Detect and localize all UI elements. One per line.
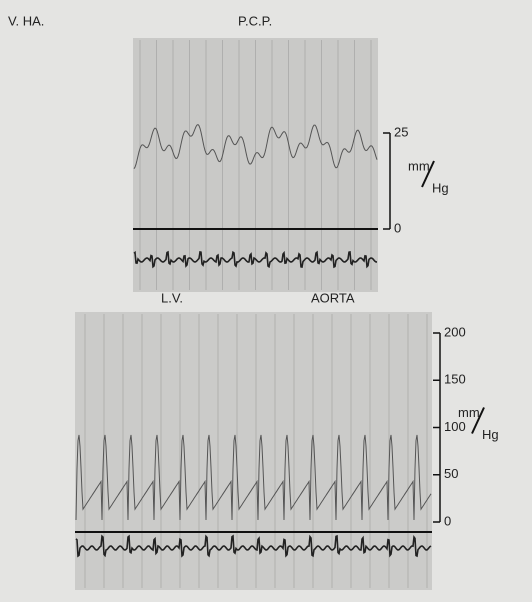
- unit-top: mm: [458, 405, 480, 420]
- bottom-panel: [75, 312, 432, 590]
- trace-label: L.V.: [161, 290, 183, 305]
- scale-label: 0: [394, 220, 401, 235]
- scale-label: 0: [444, 513, 451, 528]
- scale-label: 50: [444, 466, 458, 481]
- unit-bottom: Hg: [482, 427, 499, 442]
- trace-label: AORTA: [311, 290, 355, 305]
- scale-label: 150: [444, 372, 466, 387]
- scale-label: 100: [444, 419, 466, 434]
- subject-label: V. HA.: [8, 13, 44, 28]
- page: V. HA. P.C.P. 025mmHg L.V. AORTA 0501001…: [0, 0, 532, 602]
- scale-label: 25: [394, 124, 408, 139]
- panel-label: P.C.P.: [238, 13, 272, 28]
- figure: V. HA. P.C.P. 025mmHg L.V. AORTA 0501001…: [0, 0, 532, 602]
- scale-label: 200: [444, 324, 466, 339]
- unit-top: mm: [408, 158, 430, 173]
- unit-bottom: Hg: [432, 180, 449, 195]
